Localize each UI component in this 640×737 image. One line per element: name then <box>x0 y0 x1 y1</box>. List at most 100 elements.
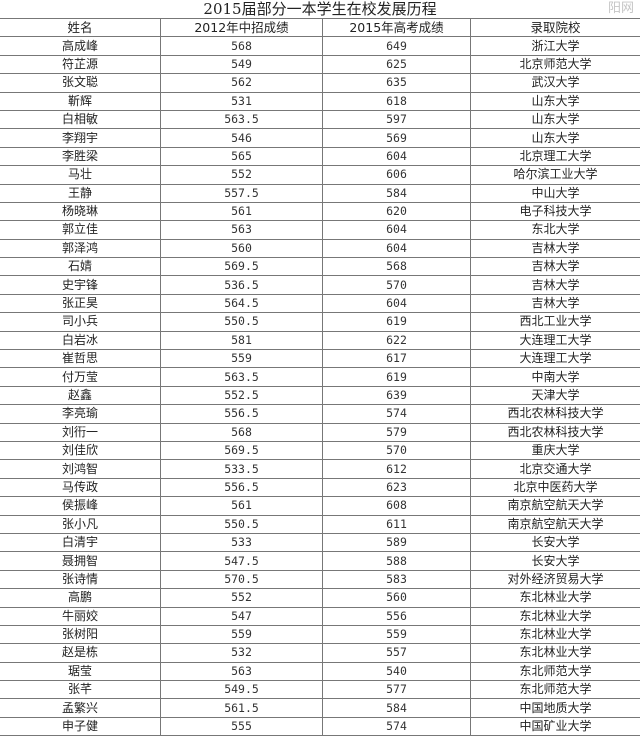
cell-2012-score: 568 <box>160 422 323 442</box>
cell-2012-score: 555 <box>160 716 323 737</box>
table-row: 王静 557.5 584 中山大学 <box>0 183 640 203</box>
cell-name: 张小凡 <box>0 514 161 534</box>
cell-2012-score: 549 <box>160 54 323 75</box>
cell-2012-score: 556.5 <box>160 404 323 424</box>
table-row: 李翔宇 546 569 山东大学 <box>0 128 640 148</box>
cell-2015-score: 568 <box>322 257 471 277</box>
table-row: 赵是栋 532 557 东北林业大学 <box>0 643 640 663</box>
cell-university: 北京中医药大学 <box>470 477 640 498</box>
cell-name: 赵鑫 <box>0 385 161 406</box>
cell-university: 北京师范大学 <box>470 54 640 75</box>
cell-2015-score: 618 <box>322 91 471 111</box>
cell-university: 吉林大学 <box>470 238 640 259</box>
cell-2012-score: 547 <box>160 606 323 626</box>
cell-university: 电子科技大学 <box>470 201 640 222</box>
cell-2012-score: 563.5 <box>160 109 323 130</box>
cell-name: 张文聪 <box>0 73 161 93</box>
cell-2012-score: 563.5 <box>160 367 323 387</box>
watermark: 阳网 <box>607 1 634 16</box>
cell-university: 天津大学 <box>470 385 640 406</box>
cell-2015-score: 588 <box>322 551 471 571</box>
table-row: 李胜梁 565 604 北京理工大学 <box>0 146 640 167</box>
scores-table: 姓名 2012年中招成绩 2015年高考成绩 录取院校 高成峰 568 649 浙江大… <box>0 17 640 737</box>
cell-2012-score: 557.5 <box>160 183 323 203</box>
cell-university: 中山大学 <box>470 183 640 203</box>
cell-2015-score: 625 <box>322 54 471 75</box>
cell-university: 东北师范大学 <box>470 661 640 682</box>
cell-2015-score: 623 <box>322 477 471 498</box>
cell-2015-score: 604 <box>322 220 471 240</box>
cell-2012-score: 564.5 <box>160 293 323 314</box>
cell-university: 中国矿业大学 <box>470 716 640 737</box>
cell-2012-score: 550.5 <box>160 312 323 332</box>
cell-university: 吉林大学 <box>470 257 640 277</box>
cell-university: 长安大学 <box>470 532 640 553</box>
table-row: 聂拥智 547.5 588 长安大学 <box>0 551 640 571</box>
cell-name: 刘鸿智 <box>0 459 161 479</box>
cell-2015-score: 606 <box>322 165 471 185</box>
cell-name: 王静 <box>0 183 161 203</box>
cell-name: 李翔宇 <box>0 128 161 148</box>
cell-university: 南京航空航天大学 <box>470 514 640 534</box>
cell-2015-score: 589 <box>322 532 471 553</box>
cell-university: 东北大学 <box>470 220 640 240</box>
cell-name: 符芷源 <box>0 54 161 75</box>
cell-2012-score: 550.5 <box>160 514 323 534</box>
cell-name: 牛丽姣 <box>0 606 161 626</box>
cell-2015-score: 612 <box>322 459 471 479</box>
cell-university: 武汉大学 <box>470 73 640 93</box>
cell-2012-score: 552 <box>160 165 323 185</box>
cell-university: 西北农林科技大学 <box>470 404 640 424</box>
cell-2012-score: 531 <box>160 91 323 111</box>
cell-2015-score: 611 <box>322 514 471 534</box>
cell-2015-score: 604 <box>322 293 471 314</box>
cell-2015-score: 597 <box>322 109 471 130</box>
table-row: 郭泽鸿 560 604 吉林大学 <box>0 238 640 259</box>
table-row: 靳辉 531 618 山东大学 <box>0 91 640 111</box>
cell-university: 东北林业大学 <box>470 643 640 663</box>
table-row: 符芷源 549 625 北京师范大学 <box>0 54 640 75</box>
cell-2012-score: 581 <box>160 330 323 351</box>
cell-2012-score: 560 <box>160 238 323 259</box>
cell-university: 哈尔滨工业大学 <box>470 165 640 185</box>
table-row: 高鹏 552 560 东北林业大学 <box>0 588 640 608</box>
cell-university: 东北林业大学 <box>470 588 640 608</box>
cell-university: 吉林大学 <box>470 293 640 314</box>
cell-2015-score: 556 <box>322 606 471 626</box>
table-row: 白岩冰 581 622 大连理工大学 <box>0 330 640 351</box>
cell-university: 重庆大学 <box>470 440 640 461</box>
header-2015-score: 2015年高考成绩 <box>322 17 471 38</box>
table-row: 石婧 569.5 568 吉林大学 <box>0 257 640 277</box>
cell-2015-score: 557 <box>322 643 471 663</box>
cell-name: 侯振峰 <box>0 496 161 516</box>
cell-university: 西北农林科技大学 <box>470 422 640 442</box>
cell-2015-score: 574 <box>322 404 471 424</box>
cell-name: 李亮瑜 <box>0 404 161 424</box>
header-2012-score: 2012年中招成绩 <box>160 17 323 38</box>
cell-2012-score: 533 <box>160 532 323 553</box>
table-row: 马传政 556.5 623 北京中医药大学 <box>0 477 640 498</box>
cell-name: 马壮 <box>0 165 161 185</box>
cell-2015-score: 570 <box>322 275 471 295</box>
table-row: 张小凡 550.5 611 南京航空航天大学 <box>0 514 640 534</box>
cell-name: 琚莹 <box>0 661 161 682</box>
table-row: 张文聪 562 635 武汉大学 <box>0 73 640 93</box>
cell-2012-score: 552.5 <box>160 385 323 406</box>
cell-name: 郭泽鸿 <box>0 238 161 259</box>
table-row: 白相敏 563.5 597 山东大学 <box>0 109 640 130</box>
cell-2012-score: 561 <box>160 201 323 222</box>
cell-university: 东北师范大学 <box>470 680 640 700</box>
cell-2015-score: 635 <box>322 73 471 93</box>
cell-name: 李胜梁 <box>0 146 161 167</box>
table-row: 李亮瑜 556.5 574 西北农林科技大学 <box>0 404 640 424</box>
table-row: 侯振峰 561 608 南京航空航天大学 <box>0 496 640 516</box>
cell-university: 浙江大学 <box>470 36 640 56</box>
table-row: 白清宇 533 589 长安大学 <box>0 532 640 553</box>
cell-2015-score: 577 <box>322 680 471 700</box>
header-university: 录取院校 <box>470 17 640 38</box>
cell-name: 崔哲思 <box>0 349 161 369</box>
cell-name: 史宇锋 <box>0 275 161 295</box>
cell-name: 张诗情 <box>0 569 161 590</box>
table-row: 付万莹 563.5 619 中南大学 <box>0 367 640 387</box>
cell-name: 张正昊 <box>0 293 161 314</box>
